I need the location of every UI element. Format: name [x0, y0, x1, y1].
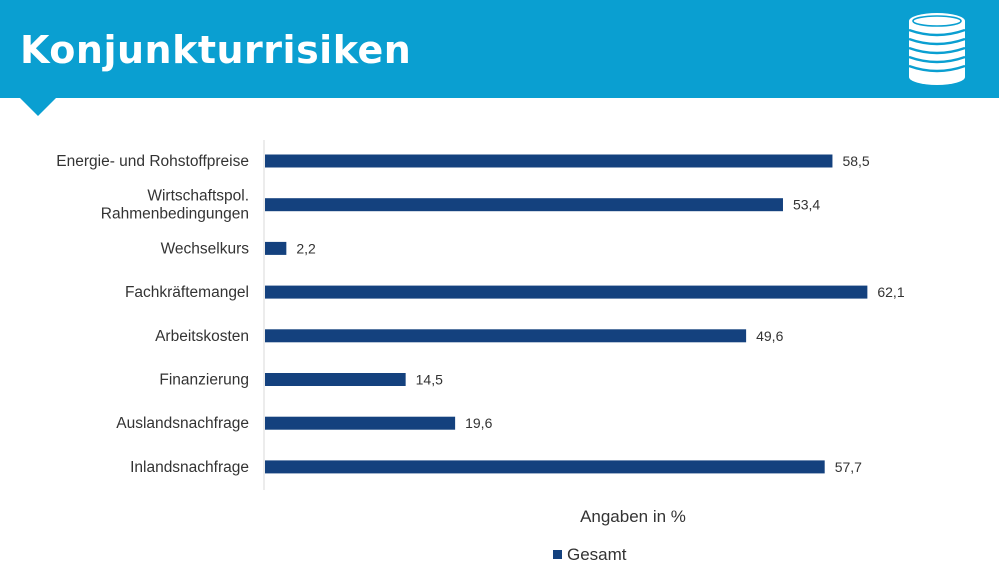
category-labels: Energie- und Rohstoffpreise Wirtschaftspo…: [56, 153, 249, 476]
bar-4: [265, 329, 747, 343]
category-label-line: Energie- und Rohstoffpreise: [56, 153, 249, 170]
category-label-2: Wechselkurs: [161, 240, 250, 257]
bar-0: [265, 154, 833, 168]
bars-group: [265, 154, 868, 474]
category-label-7: Inlandsnachfrage: [130, 459, 249, 476]
category-label-line: Auslandsnachfrage: [116, 415, 249, 432]
value-labels: 58,5 53,4 2,2 62,1 49,6 14,5 19,6 57,7: [296, 153, 904, 475]
category-label-line: Arbeitskosten: [155, 328, 249, 345]
category-label-1: Wirtschaftspol. Rahmenbedingungen: [101, 188, 249, 223]
coins-stack-icon: [908, 13, 966, 85]
bar-5: [265, 373, 406, 386]
header-notch: [20, 98, 56, 116]
category-label-0: Energie- und Rohstoffpreise: [56, 153, 249, 170]
category-label-5: Finanzierung: [159, 372, 249, 389]
value-label-0: 58,5: [842, 153, 869, 169]
value-label-5: 14,5: [416, 372, 443, 388]
value-label-3: 62,1: [877, 284, 904, 300]
legend-label: Gesamt: [567, 545, 627, 564]
category-label-line: Inlandsnachfrage: [130, 459, 249, 476]
value-label-7: 57,7: [835, 459, 862, 475]
bar-2: [265, 241, 287, 255]
category-label-line: Finanzierung: [159, 372, 249, 389]
category-label-line: Wirtschaftspol.: [147, 188, 249, 205]
bar-6: [265, 416, 456, 430]
category-label-6: Auslandsnachfrage: [116, 415, 249, 432]
bar-chart: Energie- und Rohstoffpreise Wirtschaftspo…: [56, 140, 905, 564]
bar-3: [265, 285, 868, 299]
legend: Gesamt: [553, 545, 627, 564]
bar-7: [265, 460, 825, 474]
value-label-1: 53,4: [793, 197, 820, 213]
value-label-2: 2,2: [296, 240, 316, 256]
value-label-6: 19,6: [465, 415, 492, 431]
category-label-line: Rahmenbedingungen: [101, 206, 249, 223]
header-banner: Konjunkturrisiken: [0, 0, 999, 98]
value-label-4: 49,6: [756, 328, 783, 344]
x-axis-label: Angaben in %: [580, 507, 686, 526]
category-label-line: Fachkräftemangel: [125, 284, 249, 301]
bar-1: [265, 198, 783, 212]
category-label-4: Arbeitskosten: [155, 328, 249, 345]
category-label-3: Fachkräftemangel: [125, 284, 249, 301]
page-title: Konjunkturrisiken: [20, 28, 412, 72]
legend-swatch: [553, 550, 562, 559]
category-label-line: Wechselkurs: [161, 240, 250, 257]
